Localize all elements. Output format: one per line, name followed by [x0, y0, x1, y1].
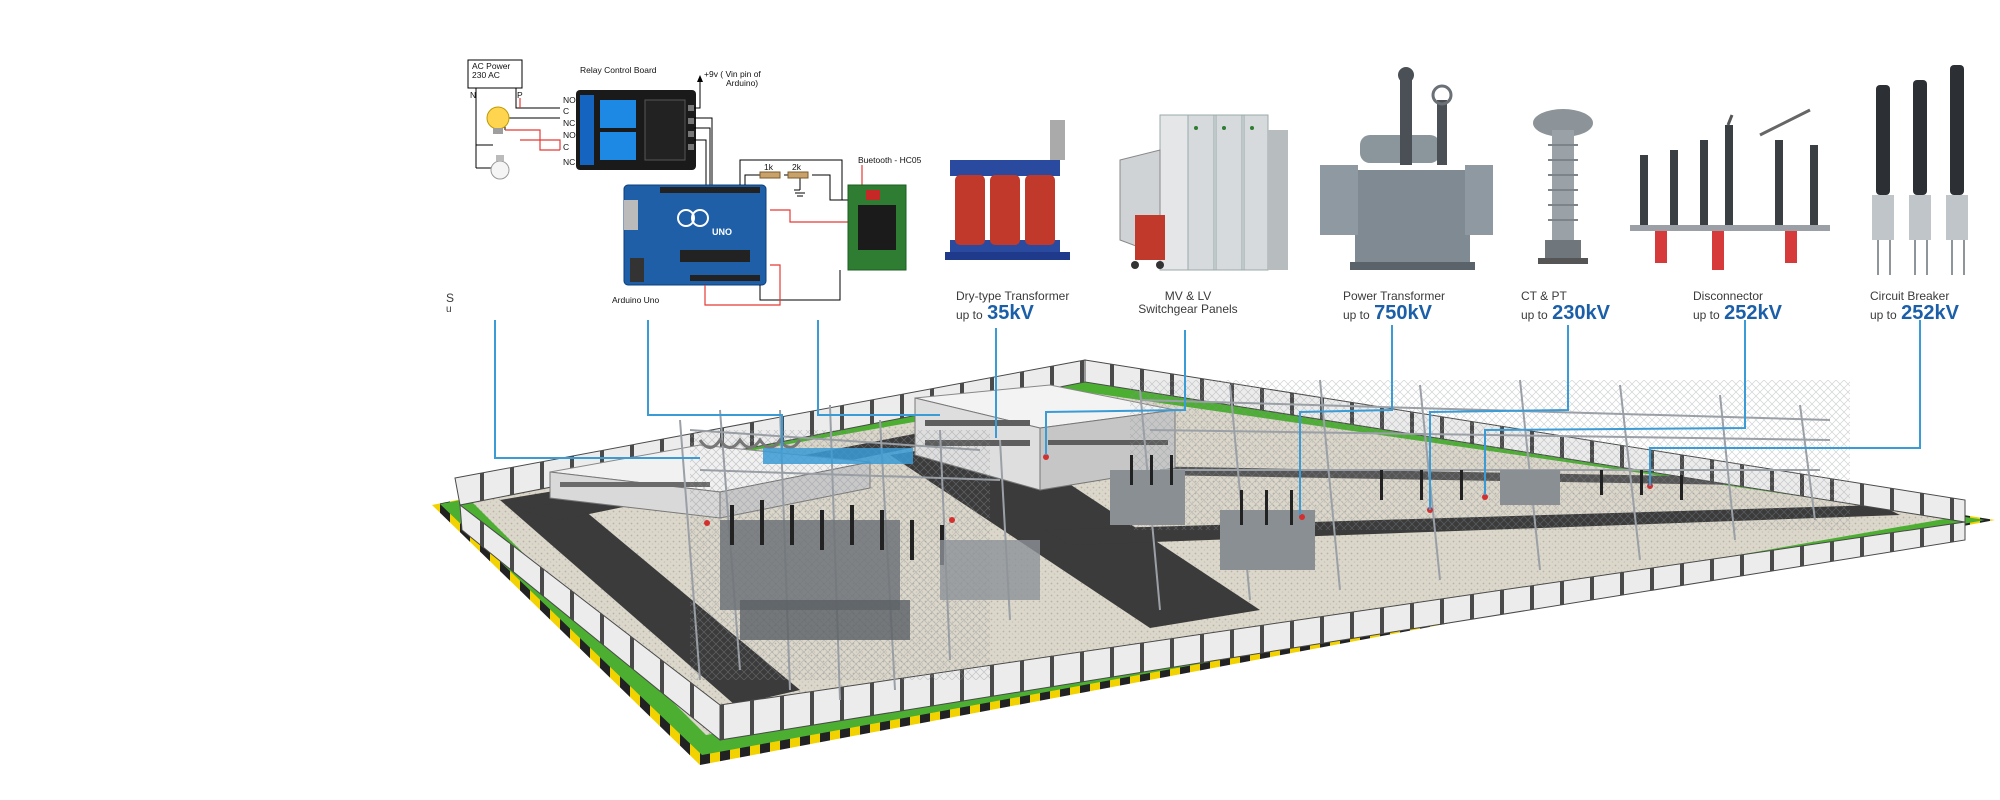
arduino-board-text: UNO [712, 227, 732, 237]
arduino-label: Arduino Uno [612, 295, 660, 305]
equipment-left [720, 500, 1040, 640]
power-transformers-yard [704, 454, 1683, 570]
circuit-breaker-image [1872, 65, 1968, 275]
switchgear-panels-image [1119, 114, 1288, 271]
lamp-on-icon [486, 106, 510, 130]
neutral-label: N [470, 90, 477, 100]
dry-type-transformer-image [945, 120, 1070, 260]
relay-pin-nc-1: NC [563, 118, 576, 128]
relay-pin-c-2: C [563, 142, 570, 152]
vin-note: +9v ( Vin pin of Arduino) [704, 69, 761, 89]
relay-board-title: Relay Control Board [580, 65, 657, 75]
lamp-off-icon [490, 160, 510, 180]
relay-pin-nc-2: NC [563, 157, 576, 167]
disconnector-image [1630, 108, 1830, 270]
caption-ct-pt: CT & PT up to 230kV [1521, 289, 1610, 324]
resistor-1k-label: 1k [764, 162, 773, 172]
ct-pt-image [1533, 109, 1593, 264]
relay-pin-no-1: NO [563, 95, 576, 105]
caption-dry-type-transformer: Dry-type Transformer up to 35kV [956, 289, 1070, 324]
resistor-2k [787, 171, 809, 179]
resistor-1k [759, 171, 781, 179]
caption-circuit-breaker: Circuit Breaker up to 252kV [1870, 289, 1959, 324]
caption-disconnector: Disconnector up to 252kV [1693, 289, 1782, 324]
caption-power-transformer: Power Transformer up to 750kV [1343, 289, 1446, 324]
relay-pin-no-2: NO [563, 130, 576, 140]
bluetooth-label: Buetooth - HC05 [858, 155, 922, 165]
ac-power-box [467, 59, 523, 89]
caption-switchgear-panels: MV & LV Switchgear Panels [1138, 289, 1238, 316]
resistor-2k-label: 2k [792, 162, 801, 172]
switchyard-right [1130, 379, 1850, 611]
callout-lines [494, 320, 1921, 515]
phase-label: P [517, 90, 523, 100]
arduino-uno-board [623, 184, 767, 286]
relay-circuit-diagram [467, 59, 907, 306]
power-transformer-image [1320, 67, 1493, 270]
callout-highlight-bar [763, 448, 913, 464]
partial-caption: S u [446, 291, 455, 315]
ac-power-label: AC Power 230 AC [472, 61, 511, 81]
relay-pin-c-1: C [563, 106, 570, 116]
